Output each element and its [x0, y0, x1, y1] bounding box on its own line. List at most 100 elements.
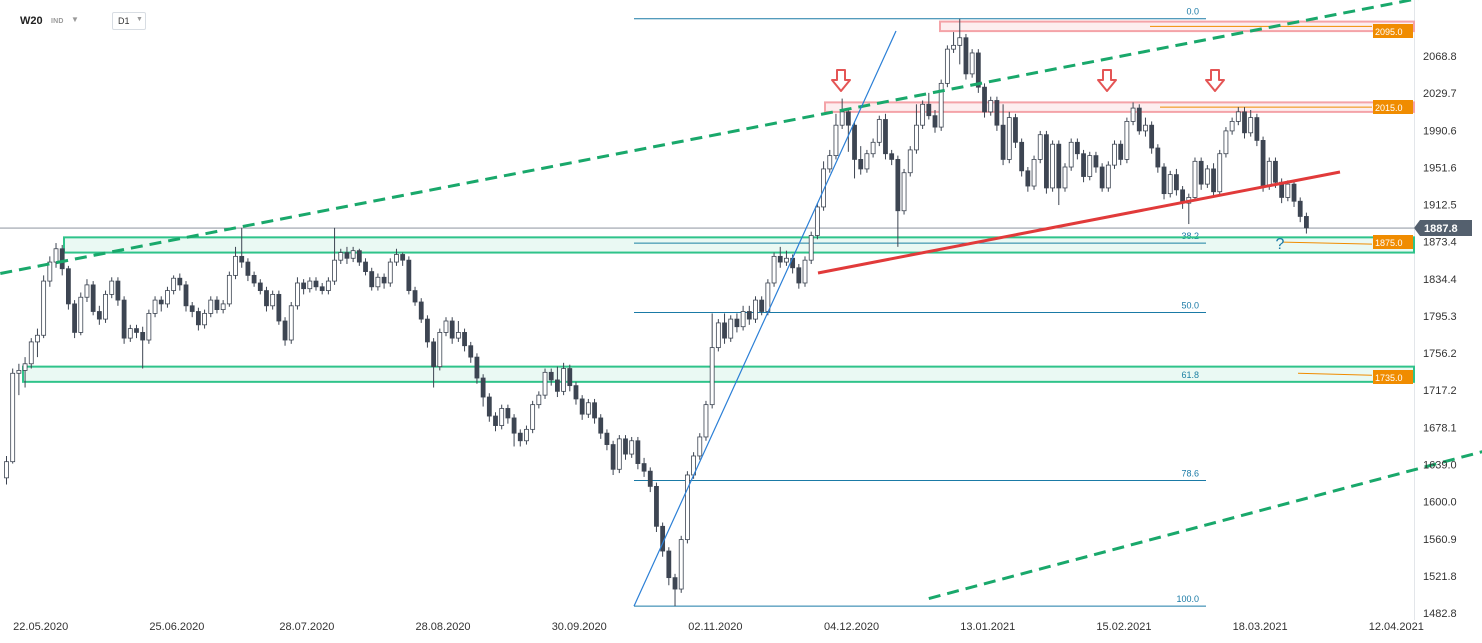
bull-candle	[375, 276, 381, 288]
bear-candle	[647, 470, 653, 487]
bear-candle	[1260, 140, 1266, 187]
bull-candle	[53, 248, 59, 263]
x-tick-label: 02.11.2020	[688, 621, 742, 633]
bull-candle	[22, 363, 28, 371]
bear-candle	[177, 277, 183, 286]
bull-candle	[394, 254, 399, 263]
bear-candle	[264, 290, 269, 307]
bull-candle	[753, 299, 758, 320]
channel-lower-line	[928, 450, 1482, 601]
bear-candle	[635, 440, 641, 464]
bull-candle	[821, 168, 826, 208]
bear-candle	[72, 303, 77, 333]
bull-candle	[876, 119, 882, 143]
level-tag-bg	[1373, 370, 1413, 384]
level-tag: 2015.0	[1375, 103, 1403, 113]
bear-candle	[195, 311, 201, 326]
bull-candle	[703, 404, 709, 438]
bear-candle	[592, 402, 597, 419]
y-tick-label: 1717.2	[1423, 385, 1457, 397]
bull-candle	[629, 440, 635, 455]
bear-candle	[932, 115, 938, 128]
support-zone	[22, 365, 1415, 383]
bull-candle	[914, 124, 919, 151]
down-arrow-icon	[831, 69, 851, 92]
timeframe-label: D1	[118, 16, 130, 26]
bear-candle	[239, 255, 245, 263]
bull-candle	[678, 539, 684, 590]
bear-candle	[282, 320, 288, 341]
bear-candle	[1297, 200, 1303, 217]
chart-header: W20 IND ▼ D1 ▼	[0, 0, 300, 40]
symbol-label[interactable]: W20	[20, 15, 43, 27]
bull-candle	[1223, 130, 1229, 155]
bull-candle	[1266, 160, 1272, 187]
bull-candle	[152, 299, 158, 314]
bear-candle	[777, 255, 783, 263]
bull-candle	[1130, 107, 1136, 122]
bear-candle	[1118, 143, 1124, 160]
bear-candle	[313, 280, 319, 288]
rally-trendline	[633, 30, 897, 607]
y-tick-label: 1951.6	[1423, 162, 1457, 174]
bear-candle	[344, 252, 350, 259]
bear-candle	[1155, 147, 1161, 168]
x-tick-label: 13.01.2021	[960, 621, 1015, 633]
bull-candle	[171, 277, 177, 291]
bull-candle	[1031, 159, 1037, 187]
chevron-down-icon[interactable]: ▼	[71, 15, 79, 24]
bear-candle	[734, 318, 740, 328]
x-tick-label: 12.04.2021	[1369, 621, 1424, 633]
bear-candle	[1242, 111, 1247, 134]
bear-candle	[418, 301, 424, 320]
bear-candle	[623, 438, 628, 455]
bull-candle	[715, 322, 721, 349]
bear-candle	[845, 111, 851, 126]
bull-candle	[1248, 117, 1254, 134]
bull-candle	[709, 347, 715, 406]
bear-candle	[1056, 143, 1062, 189]
bull-candle	[938, 82, 944, 128]
bear-candle	[1013, 117, 1018, 143]
bull-candle	[16, 370, 22, 374]
bull-candle	[1068, 141, 1074, 168]
chevron-down-icon: ▼	[136, 16, 143, 23]
bear-candle	[994, 100, 1000, 126]
bull-candle	[1050, 143, 1056, 189]
level-connector-line	[1282, 241, 1373, 245]
bear-candle	[59, 248, 65, 270]
bear-candle	[852, 124, 857, 160]
bear-candle	[493, 415, 498, 426]
bull-candle	[233, 255, 238, 276]
bear-candle	[1099, 166, 1105, 189]
bull-candle	[226, 274, 232, 305]
y-tick-label: 1560.9	[1423, 534, 1457, 546]
bull-candle	[109, 280, 115, 295]
y-tick-label: 1990.6	[1423, 125, 1457, 137]
bull-candle	[771, 255, 777, 284]
bear-candle	[883, 119, 888, 155]
x-tick-label: 18.03.2021	[1233, 621, 1288, 633]
bull-candle	[288, 305, 294, 341]
bear-candle	[1291, 183, 1297, 202]
bear-candle	[1149, 124, 1155, 149]
level-tag-bg	[1373, 100, 1413, 114]
timeframe-select[interactable]: D1 ▼	[112, 12, 146, 30]
bull-candle	[1006, 117, 1012, 160]
bull-candle	[307, 280, 313, 290]
bear-candle	[722, 322, 727, 339]
bull-candle	[84, 284, 90, 298]
bear-candle	[759, 299, 765, 312]
bear-candle	[251, 274, 257, 284]
bull-candle	[325, 280, 331, 291]
bear-candle	[975, 52, 981, 88]
y-tick-label: 2068.8	[1423, 51, 1457, 63]
bear-candle	[96, 311, 102, 320]
bear-candle	[400, 254, 406, 261]
bear-candle	[425, 318, 430, 343]
bull-candle	[530, 404, 536, 430]
bull-candle	[270, 293, 276, 307]
bull-candle	[951, 44, 956, 50]
bull-candle	[1217, 153, 1223, 193]
